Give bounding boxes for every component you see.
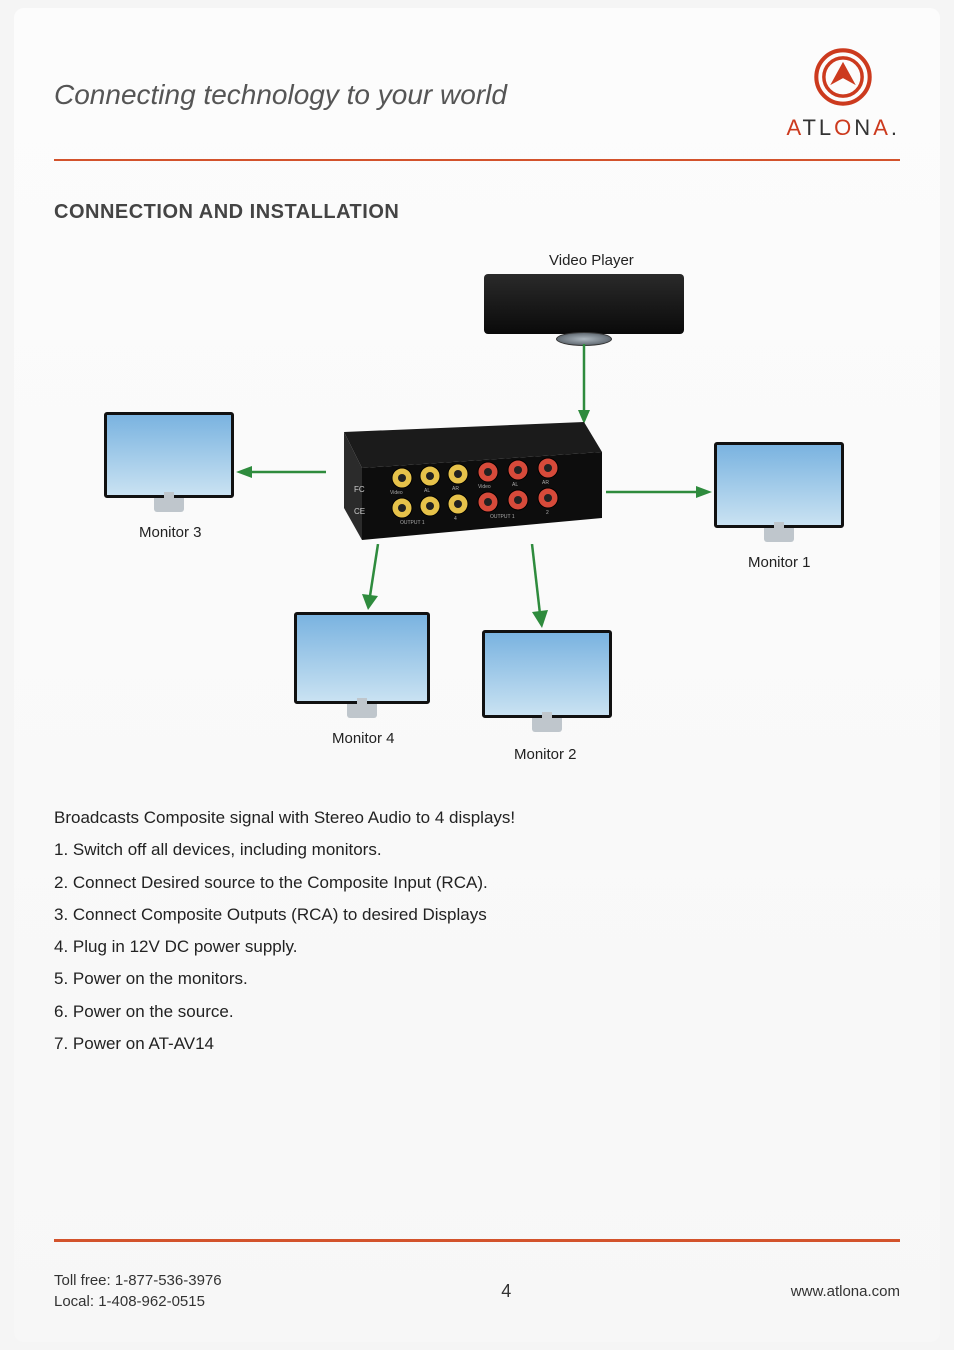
av-switch-icon: FC CE (324, 422, 604, 542)
monitor-4-icon (294, 612, 430, 718)
arrow-to-monitor2 (524, 544, 554, 628)
label-monitor-1: Monitor 1 (748, 554, 811, 571)
connection-diagram: Video Player FC CE (54, 252, 900, 772)
svg-text:AR: AR (452, 486, 459, 492)
monitor-2-icon (482, 630, 612, 732)
label-monitor-4: Monitor 4 (332, 730, 395, 747)
logo-text: ATLONA. (786, 115, 900, 141)
section-title: CONNECTION AND INSTALLATION (54, 201, 900, 224)
step-6: 6. Power on the source. (54, 996, 900, 1028)
label-monitor-3: Monitor 3 (139, 524, 202, 541)
arrow-to-monitor4 (358, 544, 388, 610)
step-7: 7. Power on AT-AV14 (54, 1028, 900, 1060)
step-3: 3. Connect Composite Outputs (RCA) to de… (54, 899, 900, 931)
toll-free: Toll free: 1-877-536-3976 (54, 1270, 222, 1291)
local-phone: Local: 1-408-962-0515 (54, 1291, 222, 1312)
footer-website: www.atlona.com (791, 1283, 900, 1300)
arrow-to-monitor1 (606, 482, 712, 502)
atlona-logo-icon (814, 48, 872, 106)
brand-logo: ATLONA. (786, 48, 900, 141)
intro-line: Broadcasts Composite signal with Stereo … (54, 802, 900, 834)
svg-text:AL: AL (424, 488, 430, 494)
svg-text:4: 4 (454, 516, 457, 522)
svg-text:2: 2 (546, 510, 549, 516)
page-number: 4 (501, 1281, 511, 1302)
svg-text:Video: Video (478, 484, 491, 490)
step-2: 2. Connect Desired source to the Composi… (54, 867, 900, 899)
arrow-to-monitor3 (236, 462, 326, 482)
label-video-player: Video Player (549, 252, 634, 269)
svg-text:OUTPUT 1: OUTPUT 1 (490, 514, 515, 520)
footer: Toll free: 1-877-536-3976 Local: 1-408-9… (54, 1239, 900, 1312)
monitor-1-icon (714, 442, 844, 542)
svg-text:CE: CE (354, 507, 365, 516)
step-1: 1. Switch off all devices, including mon… (54, 834, 900, 866)
step-4: 4. Plug in 12V DC power supply. (54, 931, 900, 963)
svg-text:AL: AL (512, 482, 518, 488)
label-monitor-2: Monitor 2 (514, 746, 577, 763)
footer-rule (54, 1239, 900, 1242)
svg-text:FC: FC (354, 485, 365, 494)
instructions: Broadcasts Composite signal with Stereo … (54, 802, 900, 1060)
arrow-player-to-switch (574, 344, 594, 424)
monitor-3-icon (104, 412, 234, 512)
header: Connecting technology to your world ATLO… (54, 48, 900, 161)
svg-text:AR: AR (542, 480, 549, 486)
svg-text:OUTPUT 1: OUTPUT 1 (400, 520, 425, 526)
video-player-icon (484, 274, 684, 334)
step-5: 5. Power on the monitors. (54, 963, 900, 995)
footer-contact: Toll free: 1-877-536-3976 Local: 1-408-9… (54, 1270, 222, 1312)
svg-text:Video: Video (390, 490, 403, 496)
slogan: Connecting technology to your world (54, 79, 507, 111)
